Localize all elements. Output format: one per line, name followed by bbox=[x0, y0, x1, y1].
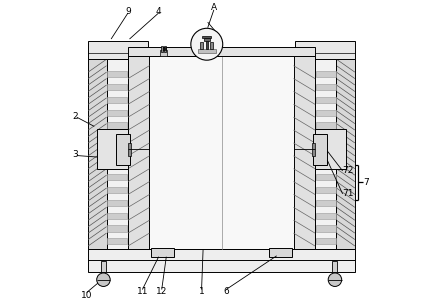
Bar bbox=[294, 56, 315, 249]
Bar bbox=[295, 41, 355, 59]
Text: 1: 1 bbox=[199, 287, 205, 297]
Bar bbox=[315, 213, 336, 219]
Bar bbox=[315, 200, 336, 206]
Bar bbox=[315, 84, 336, 90]
Text: 2: 2 bbox=[72, 112, 78, 121]
Bar bbox=[337, 59, 355, 249]
Bar bbox=[107, 110, 128, 116]
Bar bbox=[315, 122, 336, 128]
Bar bbox=[151, 248, 174, 257]
Bar bbox=[333, 261, 338, 272]
Bar bbox=[107, 97, 128, 103]
Bar bbox=[128, 56, 315, 249]
Bar bbox=[88, 41, 148, 59]
Bar bbox=[107, 200, 128, 206]
Bar bbox=[202, 36, 211, 38]
Bar bbox=[164, 46, 166, 52]
Text: 72: 72 bbox=[342, 166, 354, 175]
Bar bbox=[315, 238, 336, 245]
Circle shape bbox=[191, 28, 223, 60]
Text: 11: 11 bbox=[136, 287, 148, 297]
Bar bbox=[107, 187, 128, 193]
Bar bbox=[165, 47, 166, 51]
Bar bbox=[97, 129, 128, 169]
Bar bbox=[128, 47, 315, 56]
Text: 6: 6 bbox=[223, 287, 229, 297]
Bar bbox=[315, 161, 336, 167]
Bar bbox=[314, 134, 327, 165]
Bar bbox=[128, 143, 131, 156]
Text: A: A bbox=[211, 3, 217, 12]
Bar bbox=[107, 225, 128, 232]
Bar bbox=[159, 51, 167, 56]
Text: 71: 71 bbox=[342, 189, 354, 198]
Bar bbox=[315, 110, 336, 116]
Bar bbox=[315, 225, 336, 232]
Bar bbox=[315, 187, 336, 193]
Bar bbox=[200, 42, 203, 49]
Bar bbox=[107, 174, 128, 180]
Bar bbox=[312, 143, 315, 156]
Text: 9: 9 bbox=[125, 7, 131, 16]
Text: 3: 3 bbox=[72, 150, 78, 160]
Bar bbox=[210, 42, 213, 49]
Bar bbox=[315, 129, 346, 169]
Bar bbox=[107, 238, 128, 245]
Bar bbox=[315, 59, 337, 249]
Bar bbox=[269, 248, 292, 257]
Bar bbox=[101, 261, 106, 272]
Bar bbox=[128, 56, 149, 249]
Bar bbox=[107, 122, 128, 128]
Circle shape bbox=[97, 273, 110, 286]
Bar bbox=[315, 135, 336, 141]
Bar bbox=[315, 97, 336, 103]
Bar bbox=[315, 71, 336, 77]
Bar bbox=[88, 59, 106, 249]
Bar bbox=[106, 59, 128, 249]
Bar bbox=[107, 148, 128, 154]
Bar bbox=[315, 174, 336, 180]
Bar bbox=[116, 134, 129, 165]
Bar bbox=[107, 213, 128, 219]
Bar bbox=[206, 39, 208, 49]
Bar bbox=[315, 148, 336, 154]
Bar bbox=[198, 49, 216, 53]
Bar bbox=[107, 84, 128, 90]
Bar bbox=[88, 249, 355, 272]
Bar bbox=[204, 38, 210, 41]
Bar bbox=[161, 46, 163, 52]
Circle shape bbox=[328, 273, 342, 286]
Bar bbox=[107, 135, 128, 141]
Text: 7: 7 bbox=[363, 178, 369, 187]
Text: 10: 10 bbox=[81, 290, 92, 300]
Text: 12: 12 bbox=[156, 287, 167, 297]
Bar bbox=[107, 161, 128, 167]
Bar bbox=[107, 71, 128, 77]
Text: 4: 4 bbox=[156, 6, 161, 16]
